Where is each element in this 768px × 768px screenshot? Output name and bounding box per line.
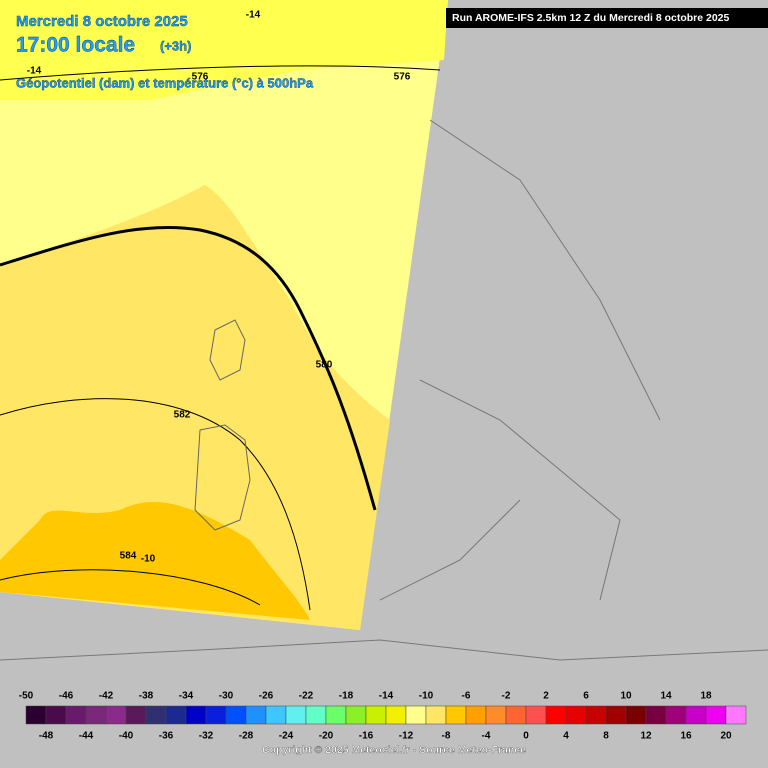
scale-label: -50 — [19, 691, 34, 702]
forecast-time: 17:00 locale — [16, 34, 135, 57]
scale-swatch — [485, 705, 507, 725]
scale-swatch — [425, 705, 447, 725]
scale-label: -22 — [299, 691, 314, 702]
scale-label: -4 — [482, 731, 491, 742]
scale-swatch — [205, 705, 227, 725]
scale-swatch — [585, 705, 607, 725]
scale-swatch — [465, 705, 487, 725]
scale-label: -12 — [399, 731, 414, 742]
scale-swatch — [505, 705, 527, 725]
scale-label: -2 — [502, 691, 511, 702]
scale-label: 14 — [660, 691, 672, 702]
scale-label: -20 — [319, 731, 334, 742]
scale-swatch — [705, 705, 727, 725]
scale-swatch — [565, 705, 587, 725]
contour-label: 582 — [174, 410, 191, 421]
scale-swatch — [625, 705, 647, 725]
scale-swatch — [265, 705, 287, 725]
contour-label: -10 — [141, 554, 156, 565]
scale-label: -14 — [379, 691, 394, 702]
map-field — [0, 0, 768, 661]
scale-swatch — [365, 705, 387, 725]
run-bg — [446, 8, 768, 28]
scale-label: -32 — [199, 731, 214, 742]
scale-swatch — [725, 705, 747, 725]
scale-swatch — [85, 705, 107, 725]
scale-swatch — [165, 705, 187, 725]
scale-label: 12 — [640, 731, 652, 742]
scale-swatch — [305, 705, 327, 725]
contour-label: 584 — [120, 551, 137, 562]
scale-swatch — [285, 705, 307, 725]
scale-label: 10 — [620, 691, 632, 702]
scale-swatch — [445, 705, 467, 725]
scale-label: -36 — [159, 731, 174, 742]
scale-label: 16 — [680, 731, 692, 742]
scale-label: 6 — [583, 691, 589, 702]
scale-label: -6 — [462, 691, 471, 702]
scale-swatch — [225, 705, 247, 725]
scale-label: 0 — [523, 731, 529, 742]
scale-label: 8 — [603, 731, 609, 742]
scale-label: -30 — [219, 691, 234, 702]
contour-labels: -14 -14 576 576 580 582 584 -10 — [27, 10, 411, 565]
scale-swatch — [405, 705, 427, 725]
scale-swatch — [125, 705, 147, 725]
scale-swatch — [685, 705, 707, 725]
scale-label: -34 — [179, 691, 194, 702]
scale-label: 2 — [543, 691, 549, 702]
scale-swatch — [545, 705, 567, 725]
scale-label: -8 — [442, 731, 451, 742]
scale-label: 4 — [563, 731, 569, 742]
scale-label: -16 — [359, 731, 374, 742]
scale-swatch — [185, 705, 207, 725]
scale-swatch — [245, 705, 267, 725]
scale-swatch — [105, 705, 127, 725]
scale-label: -38 — [139, 691, 154, 702]
scale-swatch — [65, 705, 87, 725]
contour-label: -14 — [246, 10, 261, 21]
forecast-offset: (+3h) — [160, 38, 191, 53]
scale-label: -18 — [339, 691, 354, 702]
contour-label: 576 — [192, 72, 209, 83]
scale-swatch — [385, 705, 407, 725]
scale-label: -40 — [119, 731, 134, 742]
copyright: Copyright © 2025 Meteociel.fr - Source M… — [262, 744, 526, 756]
scale-swatch — [645, 705, 667, 725]
contour-label: 576 — [394, 72, 411, 83]
contour-label: -14 — [27, 66, 42, 77]
scale-label: 18 — [700, 691, 712, 702]
color-scale: -50-48-46-44-42-40-38-36-34-32-30-28-26-… — [19, 691, 747, 742]
scale-label: -26 — [259, 691, 274, 702]
scale-label: -42 — [99, 691, 114, 702]
scale-label: -28 — [239, 731, 254, 742]
scale-swatch — [25, 705, 47, 725]
scale-label: -10 — [419, 691, 434, 702]
scale-label: -24 — [279, 731, 294, 742]
scale-swatch — [145, 705, 167, 725]
forecast-date: Mercredi 8 octobre 2025 — [16, 13, 188, 30]
scale-swatch — [45, 705, 67, 725]
scale-swatch — [345, 705, 367, 725]
scale-label: -44 — [79, 731, 94, 742]
scale-swatch — [665, 705, 687, 725]
scale-swatch — [325, 705, 347, 725]
forecast-subtitle: Géopotentiel (dam) et température (°c) à… — [16, 75, 314, 90]
run-info: Run AROME-IFS 2.5km 12 Z du Mercredi 8 o… — [452, 12, 730, 24]
scale-label: -46 — [59, 691, 74, 702]
contour-label: 580 — [316, 360, 333, 371]
scale-label: 20 — [720, 731, 732, 742]
scale-swatch — [525, 705, 547, 725]
scale-label: -48 — [39, 731, 54, 742]
scale-swatch — [605, 705, 627, 725]
